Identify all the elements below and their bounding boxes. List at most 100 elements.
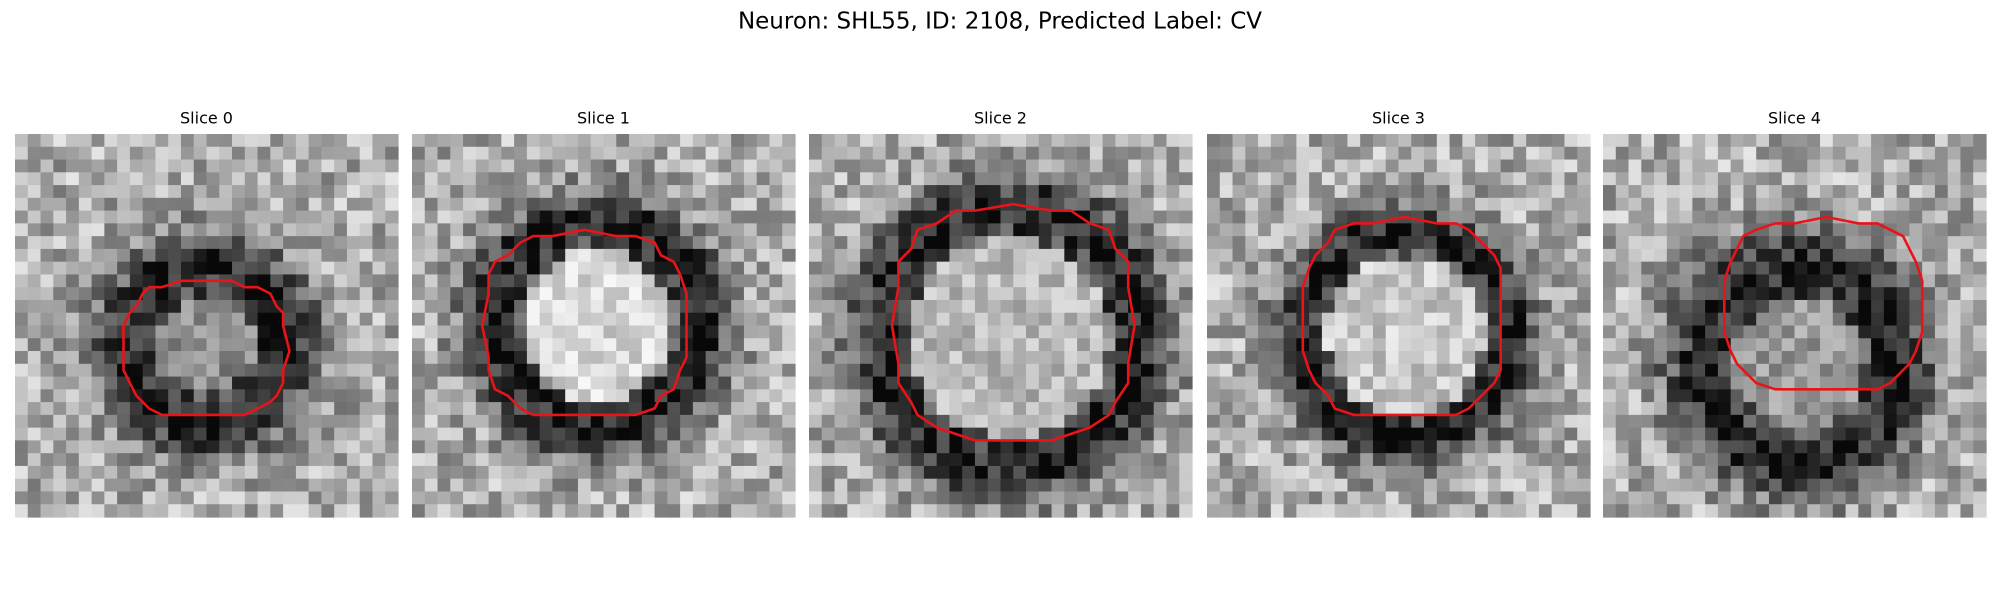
pixel (295, 287, 310, 301)
pixel (1411, 325, 1425, 339)
pixel (526, 363, 541, 378)
pixel (283, 478, 297, 493)
pixel (1436, 261, 1451, 276)
pixel (1934, 389, 1949, 403)
pixel (1000, 134, 1014, 148)
pixel (629, 287, 643, 301)
pixel (629, 299, 643, 314)
pixel (1219, 134, 1234, 148)
pixel (1628, 427, 1642, 441)
pixel (1896, 197, 1910, 212)
pixel (680, 453, 694, 467)
pixel (629, 351, 643, 365)
pixel (718, 172, 732, 186)
pixel (923, 325, 938, 339)
pixel (616, 402, 630, 416)
pixel (1436, 478, 1451, 493)
pixel (1538, 376, 1553, 390)
pixel (1166, 134, 1180, 148)
contour (122, 279, 291, 417)
pixel (488, 223, 502, 237)
pixel (1424, 402, 1438, 416)
pixel (1283, 414, 1297, 429)
pixel (1462, 325, 1476, 339)
pixel (1705, 287, 1719, 301)
pixel (1140, 402, 1155, 416)
pixel (1896, 465, 1910, 480)
pixel (936, 312, 951, 327)
pixel (193, 236, 208, 250)
pixel (1436, 236, 1451, 250)
pixel (1730, 134, 1745, 148)
pixel (756, 274, 771, 288)
pixel (692, 287, 707, 301)
pixel (1140, 389, 1155, 403)
pixel (1871, 287, 1885, 301)
pixel (987, 402, 1002, 416)
pixel (1615, 478, 1630, 493)
pixel (1922, 236, 1936, 250)
pixel (1781, 248, 1796, 263)
pixel (1372, 389, 1387, 403)
pixel (1232, 172, 1246, 186)
pixel (809, 478, 823, 493)
pixel (834, 274, 848, 288)
pixel (346, 389, 361, 403)
pixel (1115, 172, 1129, 186)
pixel (1871, 414, 1885, 429)
pixel (1475, 312, 1489, 327)
pixel (577, 159, 592, 173)
pixel (155, 478, 169, 493)
pixel (359, 389, 374, 403)
pixel (385, 185, 399, 199)
pixel (860, 338, 874, 352)
pixel (1347, 402, 1361, 416)
pixel (1245, 274, 1259, 288)
pixel (463, 325, 477, 339)
pixel (1564, 402, 1578, 416)
pixel (1858, 185, 1872, 199)
pixel (667, 402, 681, 416)
pixel (104, 274, 118, 288)
pixel (1500, 274, 1514, 288)
pixel (1166, 414, 1180, 429)
pixel (257, 146, 271, 161)
pixel (1960, 312, 1974, 327)
pixel (1615, 427, 1630, 441)
pixel (1334, 325, 1349, 339)
pixel (53, 261, 67, 276)
pixel (911, 312, 925, 327)
pixel (1102, 465, 1116, 480)
pixel (641, 223, 656, 237)
pixel (1538, 185, 1553, 199)
pixel (718, 363, 732, 378)
pixel (1064, 376, 1078, 390)
pixel (1038, 223, 1053, 237)
pixel (1140, 363, 1155, 378)
pixel (1115, 210, 1129, 224)
pixel (244, 210, 259, 224)
pixel (1577, 376, 1591, 390)
pixel (219, 504, 233, 518)
pixel (769, 312, 783, 327)
pixel (168, 453, 182, 467)
pixel (743, 223, 758, 237)
pixel (1871, 478, 1885, 493)
pixel (1296, 261, 1310, 276)
pixel (1000, 376, 1014, 390)
pixel (168, 491, 182, 505)
pixel (1462, 376, 1476, 390)
pixel (1424, 223, 1438, 237)
pixel (1462, 287, 1476, 301)
pixel (1513, 504, 1527, 518)
pixel (1513, 453, 1527, 467)
pixel (974, 402, 989, 416)
pixel (27, 287, 42, 301)
pixel (1603, 146, 1617, 161)
pixel (1258, 210, 1272, 224)
pixel (692, 465, 707, 480)
pixel (1398, 376, 1412, 390)
pixel (129, 197, 144, 212)
pixel (1909, 223, 1923, 237)
pixel (283, 274, 297, 288)
